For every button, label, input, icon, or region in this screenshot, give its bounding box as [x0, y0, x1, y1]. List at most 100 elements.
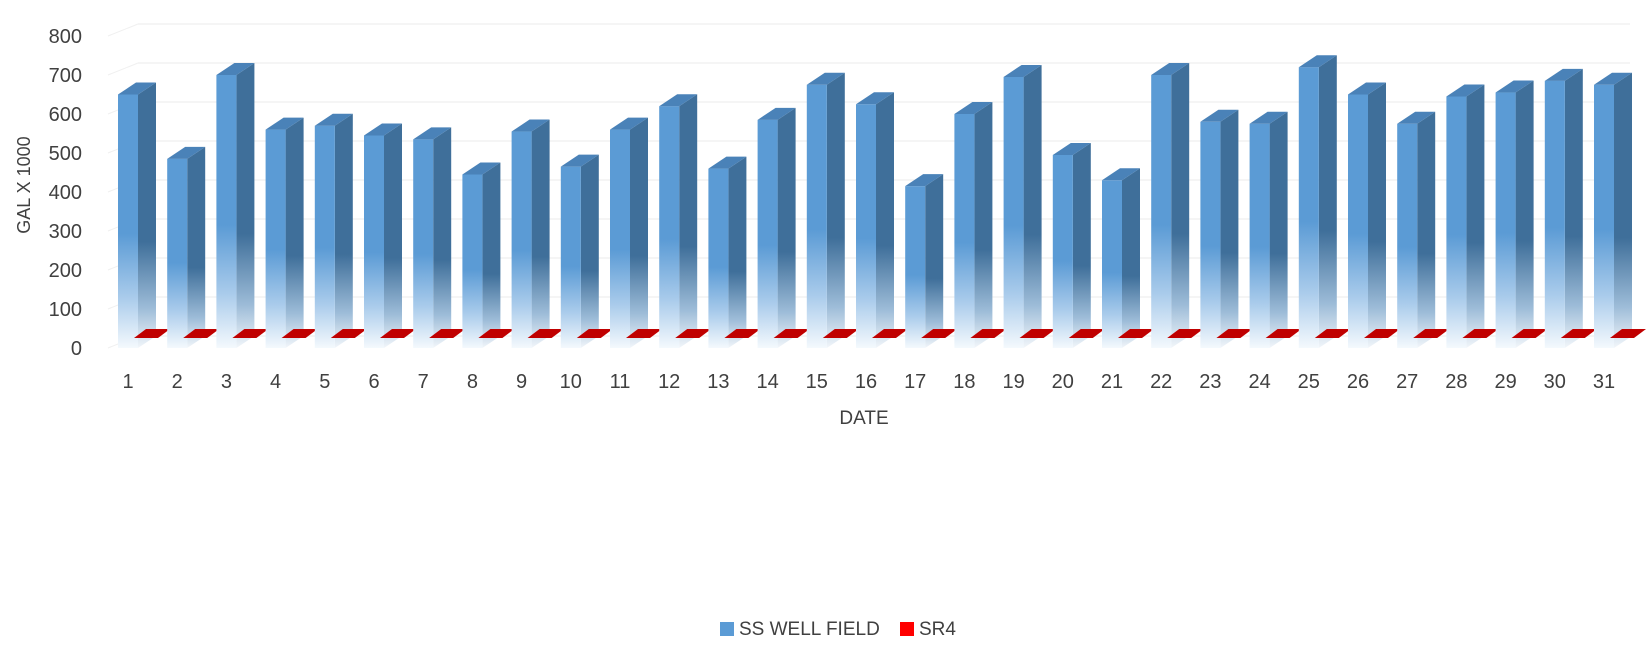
- bar-side: [679, 94, 698, 348]
- bar-sr4: [970, 329, 1007, 338]
- x-tick-label: 1: [122, 371, 133, 393]
- bar-side: [482, 162, 501, 348]
- x-tick-label: 15: [806, 371, 828, 393]
- bar: [462, 174, 483, 348]
- bar-top: [1495, 80, 1534, 93]
- bar-sr4: [527, 329, 564, 338]
- bar-sr4: [380, 329, 416, 338]
- x-tick-label: 8: [467, 371, 478, 393]
- bar-sr4: [1019, 329, 1056, 338]
- bar-side: [876, 92, 894, 348]
- bar-side: [1171, 63, 1190, 348]
- bar: [1348, 94, 1368, 348]
- y-tick-label: 500: [49, 143, 82, 165]
- y-tick-label: 700: [49, 65, 82, 87]
- bar-side: [1269, 111, 1288, 348]
- bar: [265, 129, 286, 348]
- bar-side: [138, 82, 156, 348]
- x-axis-label: DATE: [839, 408, 888, 429]
- bar-top: [1594, 72, 1632, 85]
- bar: [905, 186, 926, 348]
- bar: [118, 94, 138, 348]
- bar-side: [187, 146, 206, 348]
- bar-top: [462, 162, 501, 175]
- bar-sr4: [1265, 329, 1302, 338]
- bar-top: [265, 117, 304, 130]
- bar-top: [1003, 64, 1042, 77]
- bar-side: [630, 117, 648, 348]
- bar-top: [413, 127, 452, 140]
- bar-top: [1446, 84, 1485, 97]
- bar: [708, 168, 729, 348]
- bar-sr4: [822, 329, 859, 338]
- bar: [1495, 92, 1516, 348]
- bar: [560, 166, 581, 348]
- bar: [610, 129, 630, 348]
- bar: [1249, 123, 1270, 348]
- bar-top: [1052, 142, 1091, 155]
- bar-side: [433, 127, 452, 348]
- bar-sr4: [1364, 329, 1400, 338]
- bar-side: [1515, 80, 1534, 349]
- x-tick-label: 10: [560, 371, 582, 393]
- bar-top: [364, 123, 402, 136]
- bar-top: [610, 117, 648, 130]
- bar-top: [314, 113, 353, 126]
- bar-top: [806, 72, 845, 85]
- x-tick-label: 30: [1544, 371, 1566, 393]
- bar-sr4: [134, 329, 170, 338]
- bar-side: [384, 123, 402, 348]
- y-tick-label: 400: [49, 182, 82, 204]
- bar: [856, 104, 876, 348]
- x-tick-label: 14: [756, 371, 778, 393]
- bar-top: [167, 146, 206, 159]
- bar-side: [1466, 84, 1485, 348]
- bar-side: [1417, 111, 1436, 348]
- bar-sr4: [1314, 329, 1351, 338]
- x-tick-label: 29: [1494, 371, 1516, 393]
- bar-side: [1368, 82, 1386, 348]
- bar: [1200, 121, 1221, 348]
- bar-sr4: [576, 329, 613, 338]
- x-tick-label: 4: [270, 371, 281, 393]
- bar-side: [1564, 68, 1583, 348]
- bar-top: [1151, 63, 1190, 75]
- legend-swatch: [900, 622, 914, 636]
- bar-sr4: [232, 329, 269, 338]
- bar-top: [216, 63, 255, 75]
- x-tick-label: 19: [1002, 371, 1024, 393]
- bar-side: [728, 156, 747, 348]
- bar-top: [757, 107, 796, 120]
- x-tick-label: 21: [1101, 371, 1123, 393]
- x-tick-label: 12: [658, 371, 680, 393]
- bar-top: [1544, 68, 1583, 81]
- bar: [413, 139, 434, 348]
- y-tick-label: 100: [49, 299, 82, 321]
- bar-sr4: [921, 329, 958, 338]
- bar-side: [826, 72, 845, 348]
- x-tick-label: 24: [1248, 371, 1270, 393]
- legend-swatch: [720, 622, 734, 636]
- bar-side: [334, 113, 353, 348]
- bar-top: [905, 174, 944, 187]
- x-tick-label: 28: [1445, 371, 1467, 393]
- y-tick-label: 800: [49, 26, 82, 48]
- x-tick-label: 3: [221, 371, 232, 393]
- bar: [314, 125, 335, 348]
- bar-sr4: [1413, 329, 1450, 338]
- bar-side: [531, 119, 550, 348]
- y-tick-label: 300: [49, 221, 82, 243]
- bar: [1397, 123, 1418, 348]
- x-tick-label: 22: [1150, 371, 1172, 393]
- bar-sr4: [1216, 329, 1253, 338]
- bar: [167, 158, 188, 348]
- x-tick-label: 25: [1298, 371, 1320, 393]
- x-tick-label: 23: [1199, 371, 1221, 393]
- legend-label: SS WELL FIELD: [739, 619, 880, 640]
- y-axis-ticks: 0 100 200 300 400 500 600 700 800: [49, 26, 82, 360]
- legend-label: SR4: [919, 619, 956, 640]
- bar-sr4: [872, 329, 908, 338]
- gridline-depth: [107, 62, 139, 76]
